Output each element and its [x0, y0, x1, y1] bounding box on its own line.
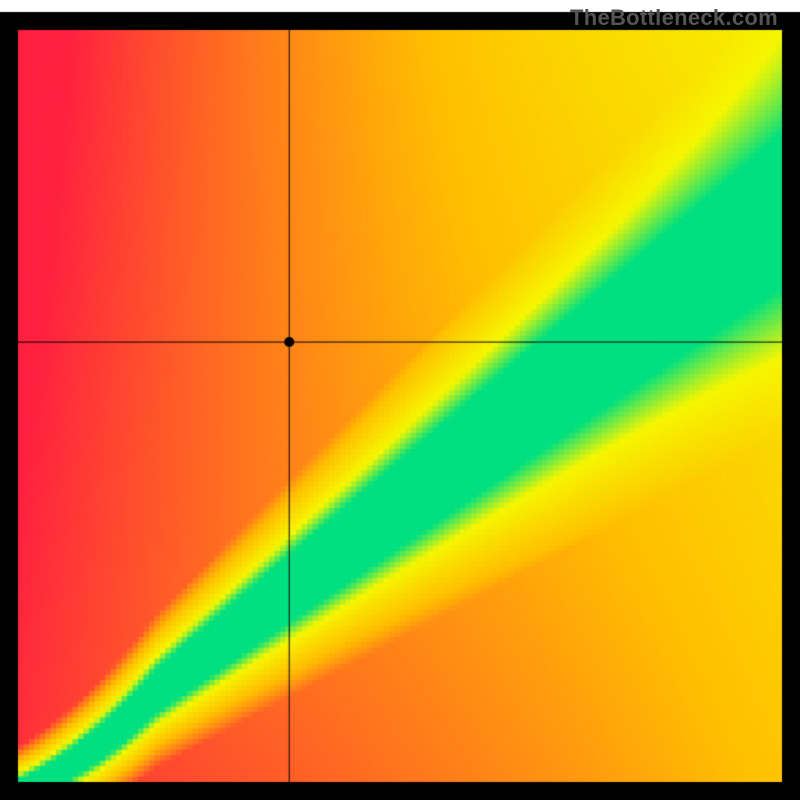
chart-container: TheBottleneck.com [0, 0, 800, 800]
bottleneck-heatmap-canvas [0, 0, 800, 800]
watermark-text: TheBottleneck.com [570, 5, 778, 31]
